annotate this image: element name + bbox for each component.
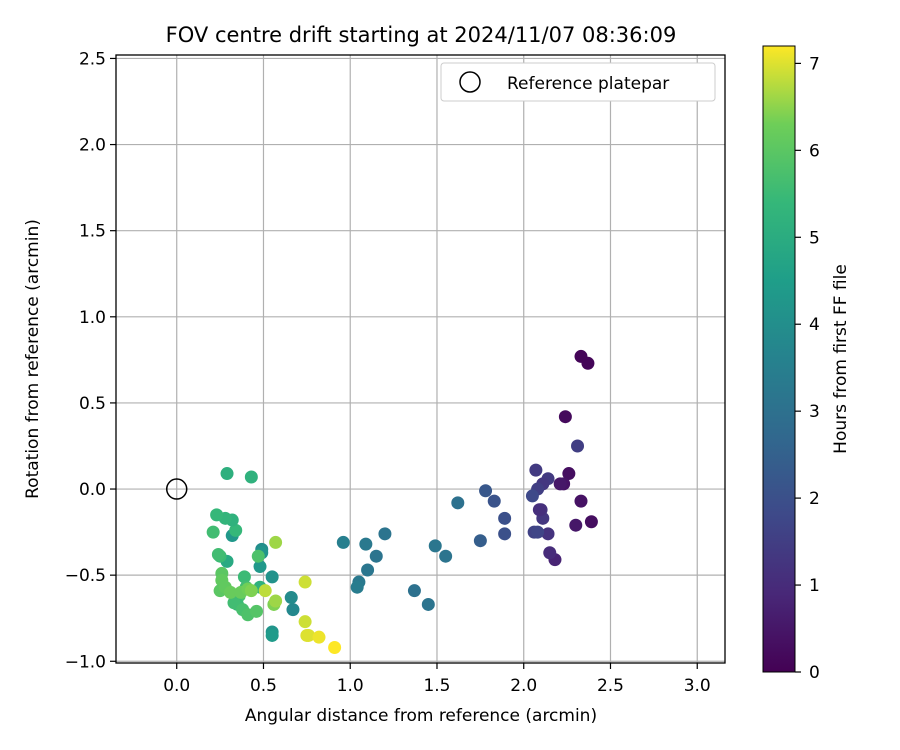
scatter-point	[525, 489, 539, 503]
x-tick-label: 2.5	[597, 676, 624, 696]
y-tick-label: 2.0	[79, 136, 106, 156]
scatter-point	[569, 518, 583, 532]
x-tick-label: 3.0	[684, 676, 711, 696]
scatter-point	[269, 594, 283, 608]
colorbar-tick-label: 6	[809, 141, 820, 161]
scatter-point	[227, 596, 241, 610]
legend-marker-icon	[459, 71, 481, 93]
scatter-point	[312, 630, 326, 644]
scatter-point	[553, 477, 567, 491]
scatter-point	[498, 527, 512, 541]
scatter-point	[298, 575, 312, 589]
scatter-point	[265, 628, 279, 642]
colorbar-tick-label: 7	[809, 54, 820, 74]
scatter-point	[206, 525, 220, 539]
scatter-point	[211, 547, 225, 561]
scatter-point	[421, 597, 435, 611]
colorbar-tick-label: 5	[809, 228, 820, 248]
colorbar-tick-label: 3	[809, 402, 820, 422]
scatter-point	[378, 527, 392, 541]
chart-title: FOV centre drift starting at 2024/11/07 …	[166, 23, 677, 47]
colorbar-tick-label: 0	[809, 663, 820, 683]
scatter-point	[543, 546, 557, 560]
scatter-point	[302, 628, 316, 642]
legend-entry-reference: Reference platepar	[507, 74, 669, 94]
scatter-point	[529, 463, 543, 477]
x-tick-label: 0.0	[163, 676, 190, 696]
y-tick-label: 1.5	[79, 222, 106, 242]
grid-lines	[116, 55, 725, 663]
legend: Reference platepar	[440, 62, 716, 102]
scatter-point	[244, 470, 258, 484]
scatter-point	[250, 604, 264, 618]
scatter-point	[286, 603, 300, 617]
y-tick-label: −0.5	[65, 566, 106, 586]
scatter-point	[451, 496, 465, 510]
x-tick-label: 2.0	[510, 676, 537, 696]
colorbar-ticks: 0 1 2 3 4 5 6 7	[795, 54, 820, 683]
scatter-point	[487, 494, 501, 508]
y-tick-label: 2.5	[79, 49, 106, 69]
colorbar-gradient	[762, 45, 796, 673]
y-axis-ticks: −1.0 −0.5 0.0 0.5 1.0 1.5 2.0 2.5	[65, 49, 116, 672]
scatter-point	[251, 549, 265, 563]
scatter-point	[541, 527, 555, 541]
scatter-point	[220, 467, 234, 481]
reference-platepar-marker	[165, 478, 188, 500]
scatter-point	[298, 615, 312, 629]
legend-box	[440, 62, 716, 102]
scatter-point	[350, 580, 364, 594]
scatter-point	[210, 508, 224, 522]
x-axis-ticks: 0.0 0.5 1.0 1.5 2.0 2.5 3.0	[163, 663, 711, 696]
plot-frame	[115, 54, 726, 664]
colorbar-tick-label: 1	[809, 576, 820, 596]
scatter-point	[584, 515, 598, 529]
scatter-point	[284, 591, 298, 605]
y-tick-label: 0.0	[79, 480, 106, 500]
scatter-point	[229, 523, 243, 537]
scatter-point	[265, 570, 279, 584]
scatter-point	[558, 410, 572, 424]
colorbar: 0 1 2 3 4 5 6 7 Hours from first FF file	[762, 45, 851, 683]
scatter-point	[253, 560, 267, 574]
x-tick-label: 1.5	[423, 676, 450, 696]
scatter-point	[498, 511, 512, 525]
x-tick-label: 0.5	[250, 676, 277, 696]
scatter-point	[428, 539, 442, 553]
data-points	[206, 349, 598, 654]
x-tick-label: 1.0	[337, 676, 364, 696]
scatter-point	[574, 494, 588, 508]
scatter-point	[328, 640, 342, 654]
y-tick-label: 0.5	[79, 394, 106, 414]
colorbar-tick-label: 2	[809, 489, 820, 509]
scatter-point	[531, 525, 545, 539]
scatter-point	[473, 534, 487, 548]
scatter-point	[244, 584, 258, 598]
scatter-point	[224, 585, 238, 599]
scatter-point	[562, 467, 576, 481]
scatter-point	[369, 549, 383, 563]
scatter-point	[479, 484, 493, 498]
scatter-point	[532, 503, 546, 517]
scatter-point	[407, 584, 421, 598]
scatter-point	[439, 549, 453, 563]
y-axis-label: Rotation from reference (arcmin)	[23, 219, 43, 499]
x-axis-label: Angular distance from reference (arcmin)	[245, 706, 597, 726]
scatter-point	[269, 535, 283, 549]
y-tick-label: −1.0	[65, 652, 106, 672]
scatter-point	[361, 563, 375, 577]
scatter-point	[336, 535, 350, 549]
colorbar-label: Hours from first FF file	[831, 264, 851, 454]
scatter-point	[237, 570, 251, 584]
colorbar-tick-label: 4	[809, 315, 820, 335]
scatter-point	[571, 439, 585, 453]
scatter-point	[581, 356, 595, 370]
scatter-point	[258, 584, 272, 598]
y-tick-label: 1.0	[79, 308, 106, 328]
scatter-point	[359, 537, 373, 551]
